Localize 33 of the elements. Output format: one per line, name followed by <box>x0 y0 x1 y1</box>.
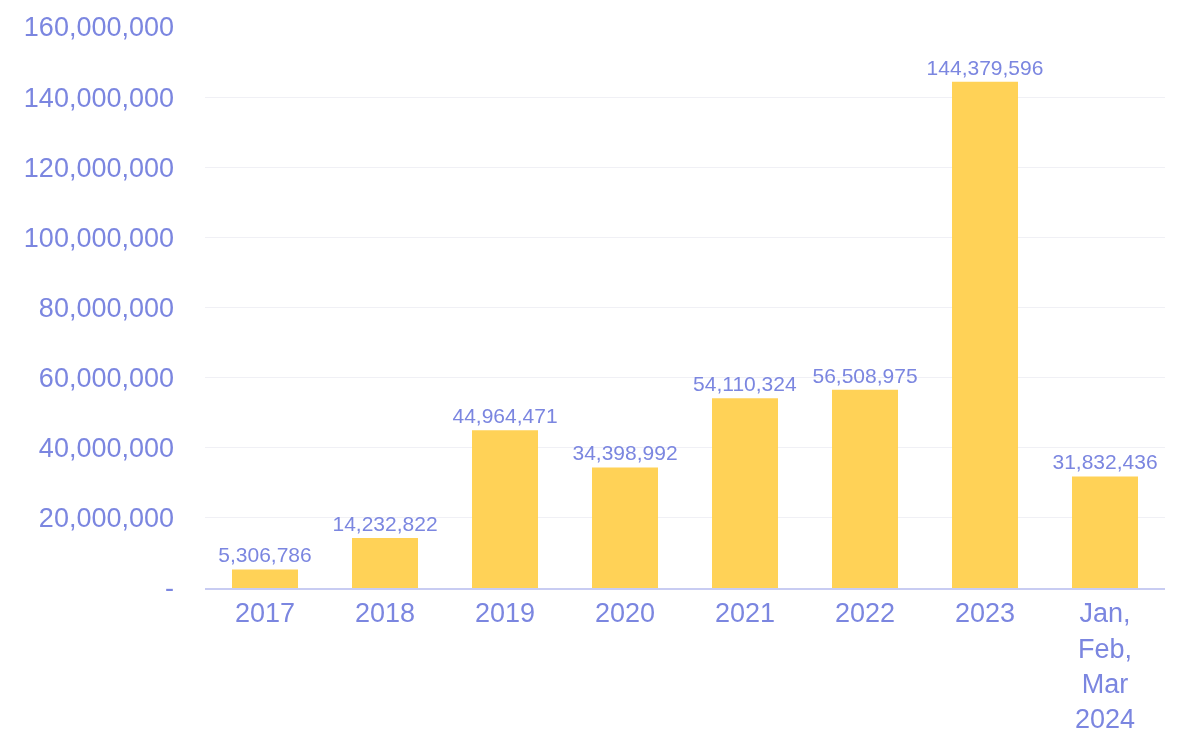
y-tick-label: 140,000,000 <box>23 82 174 113</box>
y-tick-label: 60,000,000 <box>38 363 174 394</box>
data-label: 56,508,975 <box>812 363 918 387</box>
data-label: 5,306,786 <box>218 543 312 567</box>
x-tick-label: 2017 <box>234 598 296 629</box>
y-tick-label: 40,000,000 <box>38 433 174 464</box>
bar <box>472 430 538 588</box>
y-tick-label: 20,000,000 <box>38 503 174 534</box>
data-label: 54,110,324 <box>693 372 797 396</box>
bar <box>712 398 778 588</box>
y-tick-label: 120,000,000 <box>23 152 174 183</box>
data-label: 34,398,992 <box>572 441 678 465</box>
bar <box>952 81 1018 588</box>
bar <box>352 538 418 588</box>
y-tick-label: 80,000,000 <box>38 292 174 323</box>
data-label: 144,379,596 <box>926 55 1044 79</box>
y-tick-label: 160,000,000 <box>23 12 174 43</box>
x-tick-label: 2021 <box>714 598 776 629</box>
x-tick-label: 2018 <box>354 598 416 629</box>
bar <box>232 569 298 588</box>
y-tick-label: - <box>165 573 174 604</box>
x-tick-label: 2023 <box>954 598 1016 629</box>
data-label: 44,964,471 <box>452 404 558 428</box>
bar <box>592 467 658 588</box>
x-tick-label: 2022 <box>834 598 896 629</box>
x-tick-label: 2020 <box>594 598 656 629</box>
data-label: 14,232,822 <box>332 512 438 536</box>
y-tick-label: 100,000,000 <box>23 222 174 253</box>
x-tick-label: Jan, Feb, Mar 2024 <box>1074 598 1136 734</box>
bar <box>832 389 898 588</box>
x-tick-label: 2019 <box>474 598 536 629</box>
bar <box>1072 476 1138 588</box>
data-label: 31,832,436 <box>1052 450 1158 474</box>
